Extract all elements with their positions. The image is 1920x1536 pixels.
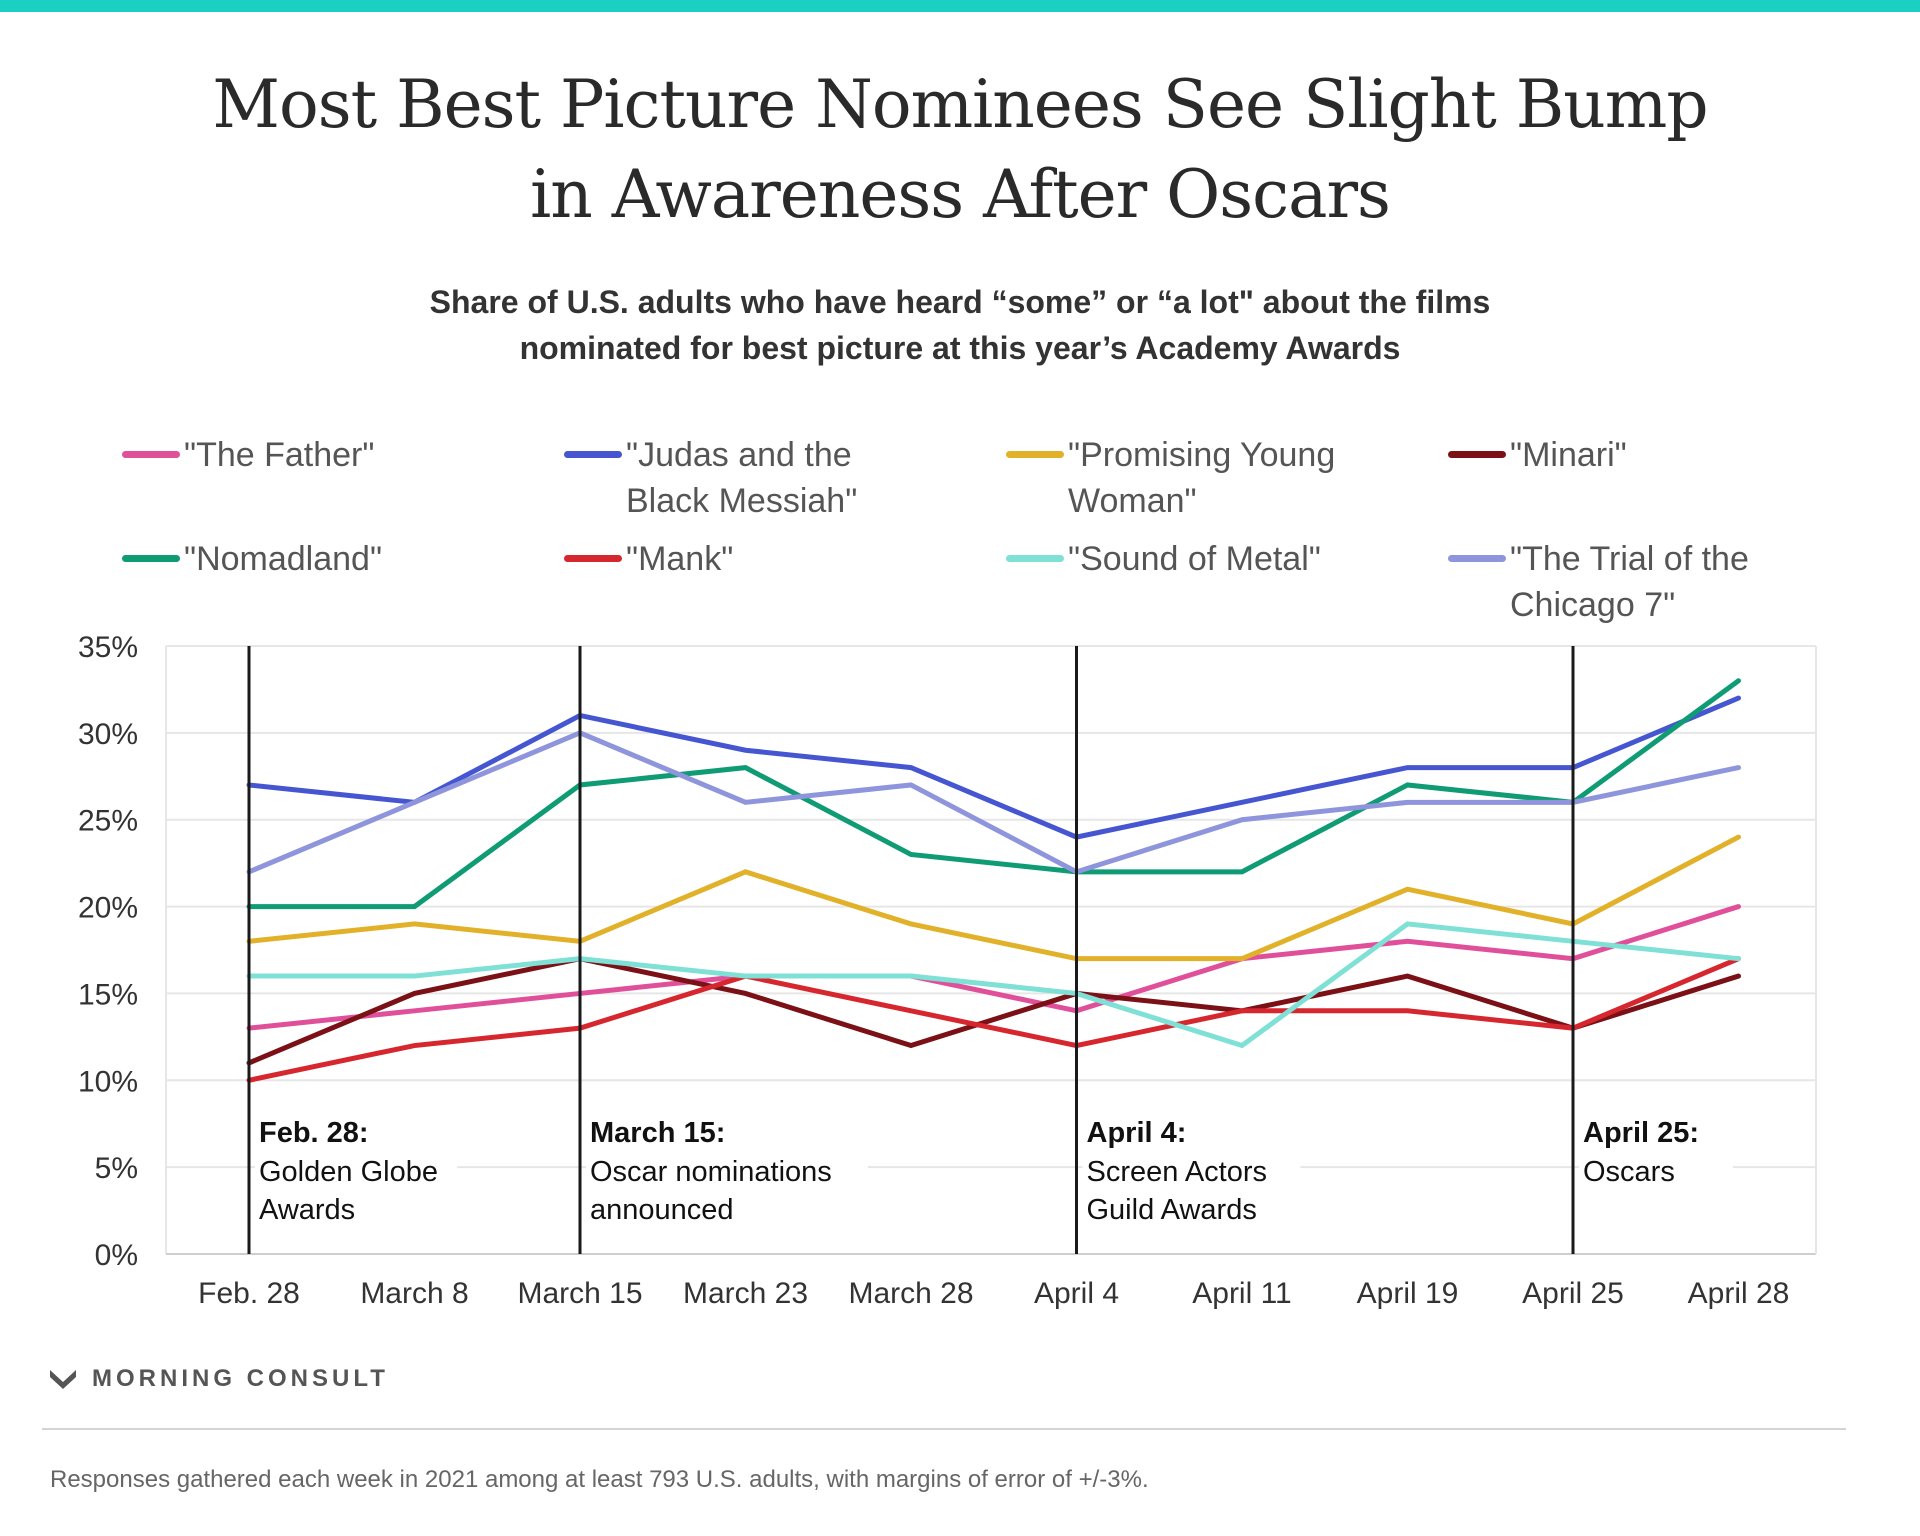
event-annotation-date: April 4: — [1087, 1117, 1187, 1149]
legend-label: "Sound of Metal" — [1068, 540, 1321, 578]
legend-label: "Minari" — [1510, 436, 1627, 474]
legend-item-mank: "Mank" — [564, 536, 916, 582]
event-annotation-background — [255, 1105, 457, 1231]
y-tick-label: 10% — [78, 1065, 138, 1098]
event-annotation-text: Guild Awards — [1087, 1194, 1257, 1226]
legend-item-promising-young-woman: "Promising Young Woman" — [1006, 432, 1358, 524]
chart-subtitle-line-2: nominated for best picture at this year’… — [519, 330, 1401, 366]
event-annotation-text: Awards — [259, 1194, 355, 1226]
chart-legend: "The Father" "Judas and the Black Messia… — [0, 0, 1920, 640]
series-line-sound-of-metal — [246, 921, 1741, 1049]
legend-swatch — [122, 555, 180, 562]
legend-swatch — [1006, 555, 1064, 562]
legend-label: "Judas and the Black Messiah" — [626, 436, 858, 520]
y-tick-label: 0% — [95, 1239, 138, 1272]
legend-item-minari: "Minari" — [1448, 432, 1800, 478]
event-annotation-text: Oscars — [1583, 1156, 1675, 1188]
legend-item-trial-of-chicago-7: "The Trial of the Chicago 7" — [1448, 536, 1800, 628]
y-tick-label: 30% — [78, 718, 138, 751]
legend-label: "The Father" — [184, 436, 375, 474]
event-annotation-background — [1579, 1105, 1733, 1231]
chart-title-line-1: Most Best Picture Nominees See Slight Bu… — [212, 66, 1708, 143]
event-annotation-text: announced — [590, 1194, 734, 1226]
series-line-mank — [246, 956, 1741, 1083]
legend-item-sound-of-metal: "Sound of Metal" — [1006, 536, 1358, 582]
legend-label: "Nomadland" — [184, 540, 383, 578]
legend-item-nomadland: "Nomadland" — [122, 536, 474, 582]
event-annotation-background — [1082, 1105, 1301, 1231]
brand-name: MORNING CONSULT — [92, 1365, 389, 1392]
x-tick-label: April 25 — [1522, 1277, 1624, 1310]
legend-label: "The Trial of the Chicago 7" — [1510, 540, 1749, 624]
x-tick-label: April 28 — [1688, 1277, 1790, 1310]
event-annotation-date: Feb. 28: — [259, 1117, 369, 1149]
event-annotation-text: Oscar nominations — [590, 1156, 832, 1188]
x-tick-label: April 11 — [1192, 1277, 1292, 1310]
x-tick-label: March 15 — [517, 1277, 642, 1310]
legend-swatch — [1006, 451, 1064, 458]
legend-label: "Promising Young Woman" — [1068, 436, 1336, 520]
legend-label: "Mank" — [626, 540, 734, 578]
x-tick-label: March 8 — [360, 1277, 468, 1310]
series-line-minari — [246, 956, 1741, 1066]
legend-item-the-father: "The Father" — [122, 432, 474, 478]
chart-title-line-2: in Awareness After Oscars — [530, 156, 1391, 233]
legend-swatch — [1448, 451, 1506, 458]
legend-swatch — [564, 451, 622, 458]
y-tick-label: 35% — [78, 631, 138, 664]
x-tick-label: March 28 — [848, 1277, 973, 1310]
chart-subtitle-line-1: Share of U.S. adults who have heard “som… — [429, 284, 1491, 320]
legend-swatch — [1448, 555, 1506, 562]
event-annotation-background — [586, 1105, 868, 1231]
top-accent-bar — [0, 0, 1920, 12]
series-line-the-father — [246, 904, 1741, 1031]
series-line-the-trial-of-the-chicago-7 — [246, 730, 1741, 875]
footer-divider — [42, 1428, 1846, 1430]
footnote: Responses gathered each week in 2021 amo… — [50, 1466, 1149, 1493]
y-tick-label: 20% — [78, 892, 138, 925]
y-tick-label: 15% — [78, 978, 138, 1011]
legend-swatch — [564, 555, 622, 562]
morning-consult-logo: MORNING CONSULT — [48, 1364, 389, 1394]
series-line-promising-young-woman — [246, 834, 1741, 962]
y-tick-label: 25% — [78, 805, 138, 838]
series-line-judas-and-the-black-messiah — [246, 695, 1741, 840]
x-tick-label: April 4 — [1034, 1277, 1119, 1310]
event-annotation-date: April 25: — [1583, 1117, 1699, 1149]
event-annotation-date: March 15: — [590, 1117, 725, 1149]
y-tick-label: 5% — [95, 1152, 138, 1185]
event-annotation-text: Screen Actors — [1087, 1156, 1268, 1188]
x-tick-label: Feb. 28 — [198, 1277, 300, 1310]
legend-item-judas: "Judas and the Black Messiah" — [564, 432, 916, 524]
x-tick-label: March 23 — [683, 1277, 808, 1310]
line-chart: 0% 5% 10% 15% 20% 25% 30% 35% Feb. 28 March 8 Marc… — [78, 631, 1817, 1310]
event-annotation-text: Golden Globe — [259, 1156, 438, 1188]
morning-consult-logo-icon — [50, 1370, 76, 1389]
x-tick-label: April 19 — [1357, 1277, 1459, 1310]
series-line-nomadland — [246, 678, 1741, 910]
legend-swatch — [122, 451, 180, 458]
